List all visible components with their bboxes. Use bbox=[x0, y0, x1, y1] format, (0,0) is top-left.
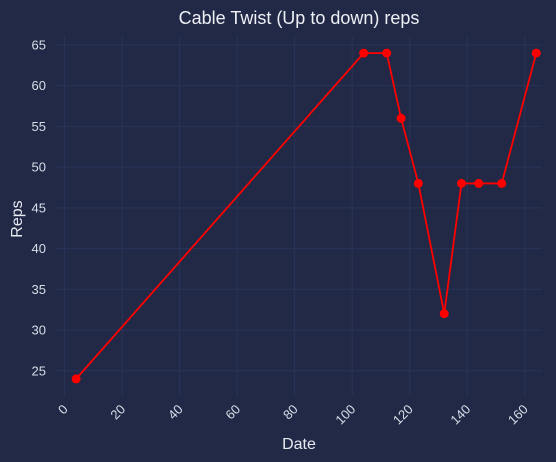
x-tick-label: 0 bbox=[55, 402, 71, 418]
data-point bbox=[413, 178, 423, 188]
y-tick-label: 35 bbox=[32, 282, 46, 297]
series-layer bbox=[71, 48, 541, 384]
data-point bbox=[456, 178, 466, 188]
data-point bbox=[474, 178, 484, 188]
grid bbox=[56, 36, 542, 396]
data-point bbox=[71, 374, 81, 384]
y-tick-label: 40 bbox=[32, 241, 46, 256]
y-axis-label: Reps bbox=[9, 200, 26, 237]
x-tick-label: 140 bbox=[447, 402, 473, 428]
data-point bbox=[359, 48, 369, 58]
series-line bbox=[75, 52, 538, 380]
x-tick-label: 160 bbox=[505, 402, 531, 428]
chart-title: Cable Twist (Up to down) reps bbox=[179, 8, 420, 28]
y-tick-label: 65 bbox=[32, 37, 46, 52]
x-tick-label: 80 bbox=[280, 402, 301, 423]
data-point bbox=[382, 48, 392, 58]
x-tick-label: 60 bbox=[222, 402, 243, 423]
y-tick-label: 55 bbox=[32, 119, 46, 134]
y-tick-label: 30 bbox=[32, 323, 46, 338]
x-tick-label: 20 bbox=[107, 402, 128, 423]
data-point bbox=[497, 178, 507, 188]
y-tick-label: 25 bbox=[32, 363, 46, 378]
y-tick-label: 60 bbox=[32, 78, 46, 93]
tick-labels: 0 20 40 60 80 100 120 140 160 25 30 35 40 45 50 55 60 65 bbox=[32, 37, 531, 427]
x-tick-label: 40 bbox=[165, 402, 186, 423]
data-point bbox=[531, 48, 541, 58]
x-tick-label: 120 bbox=[390, 402, 416, 428]
y-tick-label: 50 bbox=[32, 160, 46, 175]
data-point bbox=[396, 113, 406, 123]
y-tick-label: 45 bbox=[32, 200, 46, 215]
data-point bbox=[439, 309, 449, 319]
x-axis-label: Date bbox=[282, 436, 316, 453]
x-tick-label: 100 bbox=[332, 402, 358, 428]
